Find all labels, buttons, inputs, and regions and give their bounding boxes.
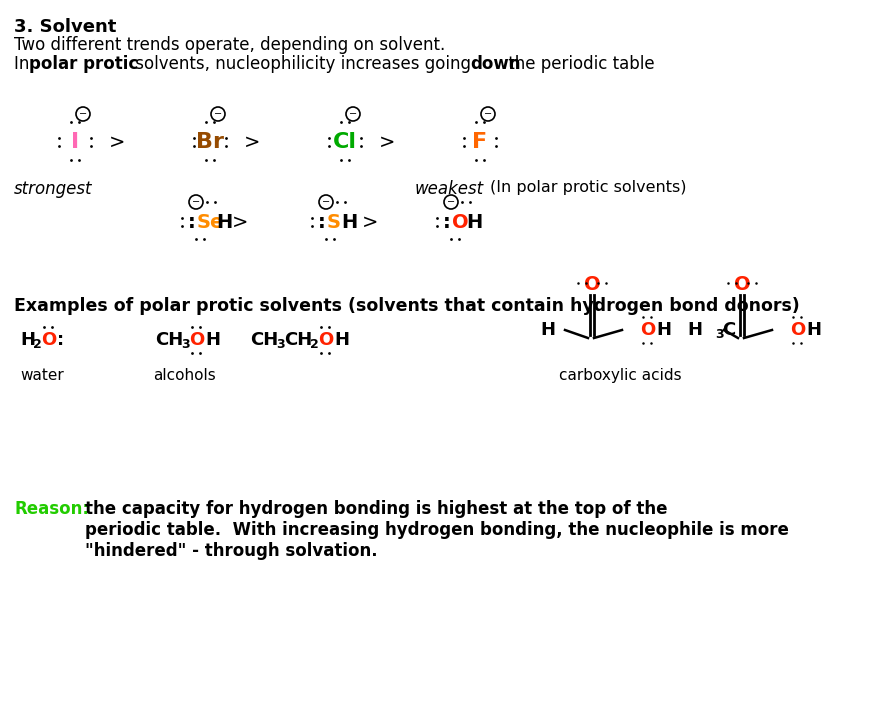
Text: >: >	[362, 213, 378, 232]
Text: 3: 3	[276, 338, 285, 352]
Text: 2: 2	[33, 338, 42, 352]
Text: CH: CH	[250, 331, 278, 349]
Text: >: >	[378, 133, 395, 152]
Text: O: O	[640, 321, 656, 339]
Text: 3. Solvent: 3. Solvent	[14, 18, 116, 36]
Text: H: H	[656, 321, 671, 339]
Text: O: O	[584, 275, 600, 295]
Text: CH: CH	[284, 331, 312, 349]
Text: weakest: weakest	[415, 180, 484, 198]
Text: −: −	[322, 197, 330, 207]
Text: O: O	[189, 331, 205, 349]
Text: Two different trends operate, depending on solvent.: Two different trends operate, depending …	[14, 36, 445, 54]
Text: >: >	[244, 133, 260, 152]
Text: :: :	[443, 213, 451, 232]
Text: O: O	[452, 213, 468, 232]
Text: S: S	[327, 213, 341, 232]
Text: O: O	[318, 331, 333, 349]
Text: C: C	[722, 321, 735, 339]
Text: −: −	[214, 109, 222, 119]
Text: >: >	[108, 133, 125, 152]
Text: O: O	[41, 331, 56, 349]
Text: H: H	[466, 213, 482, 232]
Text: −: −	[484, 109, 492, 119]
Text: :: :	[57, 331, 64, 349]
Text: H: H	[540, 321, 555, 339]
Text: −: −	[79, 109, 87, 119]
Text: O: O	[790, 321, 805, 339]
Text: F: F	[473, 132, 488, 152]
Text: :: :	[188, 213, 196, 232]
Text: −: −	[447, 197, 455, 207]
Text: (In polar protic solvents): (In polar protic solvents)	[490, 180, 686, 195]
Text: 3: 3	[181, 338, 190, 352]
Text: :: :	[318, 213, 326, 232]
Text: −: −	[192, 197, 200, 207]
Text: alcohols: alcohols	[154, 368, 217, 383]
Text: 3: 3	[715, 329, 724, 341]
Text: polar protic: polar protic	[29, 55, 138, 73]
Text: H: H	[334, 331, 349, 349]
Text: solvents, nucleophilicity increases going: solvents, nucleophilicity increases goin…	[130, 55, 476, 73]
Text: strongest: strongest	[14, 180, 93, 198]
Text: water: water	[20, 368, 64, 383]
Text: In: In	[14, 55, 35, 73]
Text: H: H	[20, 331, 35, 349]
Text: down: down	[470, 55, 521, 73]
Text: I: I	[71, 132, 79, 152]
Text: >: >	[232, 213, 248, 232]
Text: CH: CH	[155, 331, 184, 349]
Text: Se: Se	[197, 213, 225, 232]
Text: the periodic table: the periodic table	[503, 55, 655, 73]
Text: Cl: Cl	[333, 132, 357, 152]
Text: carboxylic acids: carboxylic acids	[558, 368, 682, 383]
Text: Reason:: Reason:	[14, 500, 89, 518]
Text: O: O	[733, 275, 750, 295]
Text: Examples of polar protic solvents (solvents that contain hydrogen bond donors): Examples of polar protic solvents (solve…	[14, 297, 800, 315]
Text: H: H	[687, 321, 702, 339]
Text: 2: 2	[310, 338, 319, 352]
Text: H: H	[205, 331, 220, 349]
Text: H: H	[806, 321, 821, 339]
Text: −: −	[349, 109, 357, 119]
Text: H: H	[341, 213, 357, 232]
Text: H: H	[216, 213, 232, 232]
Text: the capacity for hydrogen bonding is highest at the top of the
periodic table.  : the capacity for hydrogen bonding is hig…	[85, 500, 789, 559]
Text: Br: Br	[196, 132, 224, 152]
